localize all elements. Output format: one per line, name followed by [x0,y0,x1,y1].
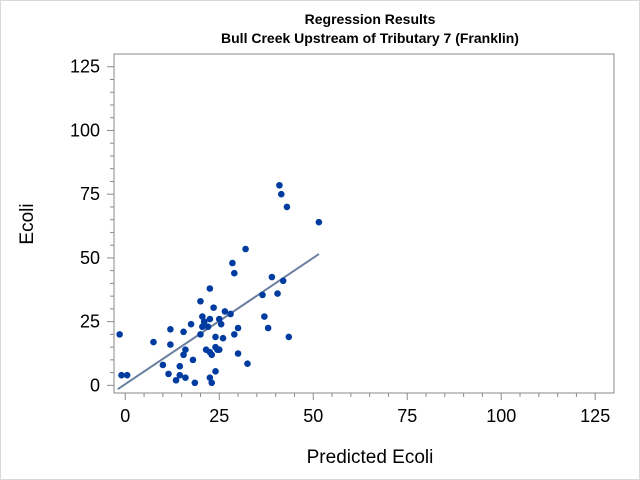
data-point [274,290,281,297]
data-point [264,324,272,332]
data-point [231,269,238,277]
data-point [197,297,204,305]
data-point [210,304,217,311]
data-point [276,181,283,189]
x-tick-label: 125 [580,406,610,426]
data-point [167,325,174,333]
data-point [199,323,206,331]
data-point [187,320,195,328]
data-point [180,351,187,359]
data-point [180,328,187,336]
data-point [244,360,251,367]
data-point [234,324,242,332]
data-point [200,318,208,325]
data-point [182,374,189,382]
data-point [231,331,238,338]
data-point [172,376,180,384]
data-point [215,346,223,353]
data-point [242,245,249,253]
data-point [234,350,242,357]
data-point [212,368,219,375]
y-tick-label: 50 [80,248,100,268]
data-point [191,379,199,387]
x-tick-label: 75 [397,406,417,426]
data-point [189,356,197,364]
x-tick-label: 100 [486,406,516,426]
data-point [167,341,174,348]
data-point [285,333,293,341]
y-axis-label: Ecoli [17,203,38,244]
data-point [227,310,234,318]
data-point [182,346,189,353]
data-point [221,308,229,315]
y-tick-label: 25 [80,312,100,332]
data-point [283,203,291,211]
data-point [165,370,172,378]
data-point [176,362,184,370]
data-point [123,371,131,379]
data-point [268,273,276,281]
data-point [217,320,225,328]
data-point [229,259,236,267]
data-point [116,331,123,338]
data-point [150,338,157,346]
data-point [206,285,214,292]
chart-title: Regression Results [304,11,436,27]
data-point [219,334,227,342]
x-tick-label: 25 [209,406,229,426]
data-point [208,379,216,387]
data-point [259,291,266,299]
x-tick-label: 0 [120,406,130,426]
data-point [277,190,285,198]
data-point [199,313,206,320]
data-point [206,374,214,382]
data-point [261,313,268,320]
data-point [212,333,219,341]
data-point [197,331,204,338]
plot-area [113,53,615,394]
x-axis-label: Predicted Ecoli [307,447,434,468]
data-point [176,371,184,379]
data-point [159,361,167,369]
data-point [206,315,214,323]
chart-subtitle: Bull Creek Upstream of Tributary 7 (Fran… [221,30,519,46]
y-tick-label: 75 [80,184,100,204]
data-point [208,351,216,359]
y-tick-label: 125 [70,57,100,77]
chart-title-block: Regression Results Bull Creek Upstream o… [0,10,640,48]
data-point [315,218,323,226]
data-point [204,323,212,331]
x-tick-label: 50 [303,406,323,426]
data-point [118,371,125,379]
y-tick-label: 100 [70,120,100,140]
y-tick-label: 0 [90,375,100,395]
data-point [279,277,287,285]
data-point [215,315,223,323]
